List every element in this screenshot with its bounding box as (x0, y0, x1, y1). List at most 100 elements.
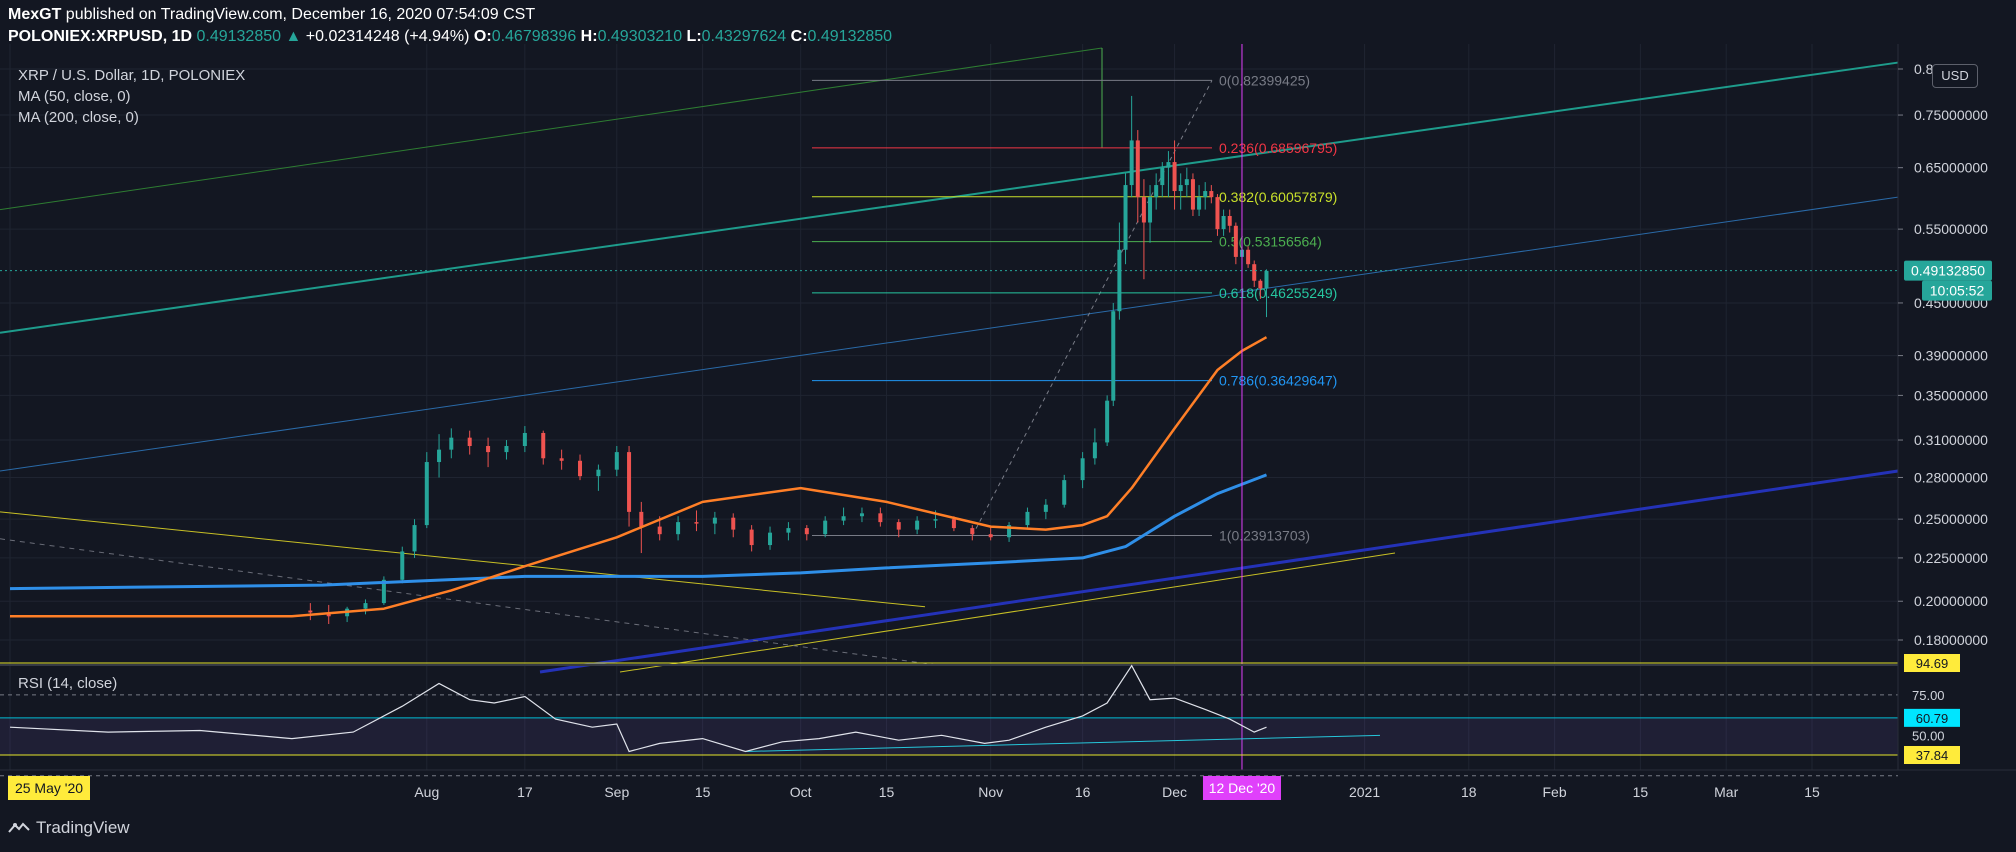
candle-body (1129, 140, 1134, 186)
open-value: 0.46798396 (491, 28, 577, 45)
candle-body (1025, 511, 1030, 526)
price-axis-label: 0.65000000 (1914, 160, 1988, 176)
price-axis-label: 0.75000000 (1914, 107, 1988, 123)
candle-body (1246, 249, 1251, 265)
candle-body (1227, 215, 1232, 226)
ma200-legend[interactable]: MA (200, close, 0) (18, 109, 139, 126)
fib-diagonal (971, 80, 1213, 536)
publish-header: MexGT published on TradingView.com, Dece… (8, 6, 535, 24)
candle-body (768, 532, 773, 546)
candle-body (1221, 215, 1226, 230)
candle-body (449, 437, 454, 450)
candle-body (1264, 270, 1269, 289)
price-axis-label: 0.22500000 (1914, 550, 1988, 566)
published-text: published on TradingView.com, December 1… (65, 6, 536, 23)
candle-body (970, 528, 975, 535)
candle-body (1117, 249, 1122, 312)
time-axis-label: 15 (879, 784, 895, 800)
candle-body (596, 469, 601, 477)
rsi-level-label: 94.69 (1916, 656, 1949, 671)
candle-body (486, 446, 491, 453)
candle-body (1135, 140, 1140, 198)
current-price-badge (1904, 260, 1992, 281)
candle-body (1148, 197, 1153, 223)
high-label: H: (580, 28, 598, 45)
rsi-level-badge (1904, 746, 1960, 764)
time-axis-label: 15 (1633, 784, 1649, 800)
start-date-badge (8, 776, 90, 800)
candle-body (804, 528, 809, 535)
currency-button[interactable]: USD (1932, 64, 1978, 88)
trendline-upper-channel (0, 61, 1899, 334)
candle-body (541, 432, 546, 459)
candle-body (1166, 162, 1171, 168)
candle-body (1111, 311, 1116, 401)
candle-body (522, 432, 527, 447)
candle-body (915, 520, 920, 530)
candle-body (614, 452, 619, 470)
year-label: 2021 (1349, 784, 1380, 800)
candle-body (1043, 504, 1048, 512)
time-axis-label: 16 (1075, 784, 1091, 800)
rsi-line (9, 664, 1267, 753)
rsi-level-badge (1904, 708, 1960, 727)
fib-level-label: 0.5(0.53156564) (1219, 234, 1322, 250)
symbol-label: POLONIEX:XRPUSD, 1D (8, 28, 193, 45)
tradingview-branding[interactable]: TradingView (8, 818, 130, 838)
candle-body (424, 462, 429, 526)
candle-body (1105, 400, 1110, 443)
candle-body (559, 458, 564, 461)
candle-body (731, 517, 736, 530)
candle-body (694, 522, 699, 524)
rsi-legend[interactable]: RSI (14, close) (18, 675, 118, 692)
candle-body (578, 460, 583, 477)
cursor-date-label: 12 Dec '20 (1209, 780, 1276, 796)
price-axis-label: 0.18000000 (1914, 632, 1988, 648)
candle-body (1172, 162, 1177, 192)
time-axis-label: 15 (695, 784, 711, 800)
time-axis-label: 18 (1461, 784, 1477, 800)
time-axis-label: Sep (604, 784, 629, 800)
fib-level-label: 0.236(0.68596795) (1219, 140, 1337, 156)
candle-body (1184, 179, 1189, 186)
close-value: 0.49132850 (807, 28, 893, 45)
candle-body (712, 517, 717, 524)
fib-level-label: 1(0.23913703) (1219, 528, 1310, 544)
candle-body (859, 513, 864, 517)
price-axis-label: 0.28000000 (1914, 469, 1988, 485)
candle-body (676, 522, 681, 535)
symbol-header: POLONIEX:XRPUSD, 1D 0.49132850 ▲ +0.0231… (8, 28, 892, 46)
candle-body (1123, 185, 1128, 250)
candle-body (1160, 167, 1165, 186)
candle-body (1215, 197, 1220, 230)
trendline-yellow-resistance (0, 511, 926, 608)
candle-body (841, 516, 846, 521)
candle-body (1080, 458, 1085, 481)
fib-level-label: 0.618(0.46255249) (1219, 285, 1337, 301)
candle-body (896, 522, 901, 530)
time-axis-label: 15 (1804, 784, 1820, 800)
trendline-blue-support (539, 469, 1899, 674)
time-axis-label: 17 (517, 784, 533, 800)
cursor-date-badge (1202, 776, 1281, 800)
candle-body (627, 452, 632, 512)
rsi-level-label: 37.84 (1916, 748, 1949, 763)
candle-body (1252, 264, 1257, 281)
candle-body (1190, 179, 1195, 210)
candle-body (308, 610, 313, 613)
candle-body (878, 513, 883, 523)
series-legend[interactable]: XRP / U.S. Dollar, 1D, POLONIEX (18, 67, 246, 84)
change-up-icon: ▲ (285, 28, 302, 45)
trendline-yellow-support (619, 552, 1396, 673)
candle-body (823, 520, 828, 535)
price-axis-background (1898, 44, 2016, 770)
ma50-legend[interactable]: MA (50, close, 0) (18, 88, 131, 105)
candle-body (1154, 185, 1159, 198)
candle-body (1092, 442, 1097, 459)
tradingview-label: TradingView (36, 818, 130, 837)
tradingview-logo-icon (8, 822, 30, 833)
candle-body (749, 529, 754, 546)
candle-body (657, 526, 662, 535)
